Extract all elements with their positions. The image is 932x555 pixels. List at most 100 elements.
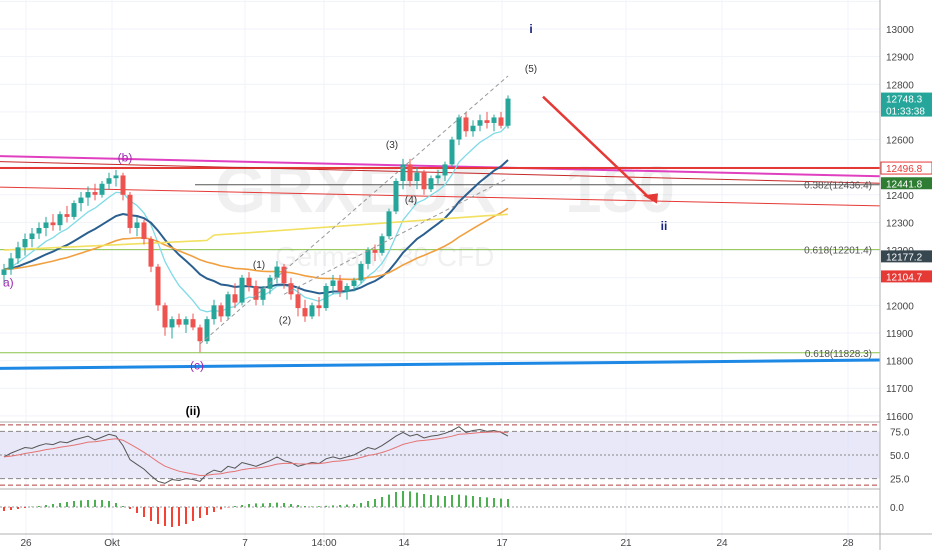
time-tick-label: 21 xyxy=(620,538,632,549)
wave-label: i xyxy=(529,22,532,36)
candle-body xyxy=(359,264,364,281)
time-tick-label: Okt xyxy=(104,538,120,549)
candle-body xyxy=(492,117,497,123)
candle-body xyxy=(506,99,511,126)
candle-body xyxy=(51,222,56,225)
candle xyxy=(72,200,77,219)
osc-bar xyxy=(255,503,257,507)
osc-bar xyxy=(367,501,369,507)
candle-body xyxy=(177,319,182,325)
osc-bar xyxy=(262,503,264,507)
candle-body xyxy=(65,214,70,217)
fib-level-label: 0.618(12201.4) xyxy=(804,246,872,257)
candle-body xyxy=(317,305,322,308)
osc-bar xyxy=(248,504,250,507)
price-badge-value: 12496.8 xyxy=(886,164,923,175)
price-badge-countdown: 01:33:38 xyxy=(886,107,925,118)
candle-body xyxy=(499,117,504,125)
watermark-name: Germany 30 CFD xyxy=(275,241,494,272)
candle-body xyxy=(2,269,7,275)
wave-label: (1) xyxy=(253,260,265,271)
osc-bar xyxy=(10,507,12,510)
fib-level-label: 0.618(11828.3) xyxy=(805,349,872,360)
osc-bar xyxy=(143,507,145,517)
candle-body xyxy=(254,286,259,300)
rsi-tick-label: 75.0 xyxy=(890,427,910,438)
candle-body xyxy=(142,222,147,239)
price-tick-label: 12300 xyxy=(886,218,914,229)
candle-body xyxy=(429,178,434,189)
price-tick-label: 11600 xyxy=(886,412,914,423)
candle-body xyxy=(93,192,98,195)
osc-bar xyxy=(150,507,152,521)
candle-body xyxy=(121,175,126,194)
osc-bar xyxy=(234,506,236,507)
candle-body xyxy=(450,140,455,165)
fib-level-label: 0.382(12436.4) xyxy=(804,181,872,192)
osc-bar xyxy=(437,495,439,507)
wave-label: (b) xyxy=(118,151,133,165)
price-badge-value: 12104.7 xyxy=(886,272,923,283)
osc-bar xyxy=(157,507,159,524)
rsi-pane xyxy=(0,422,932,485)
candle xyxy=(324,283,329,311)
time-tick-label: 28 xyxy=(842,538,854,549)
candle-body xyxy=(464,117,469,131)
watermark-interval: 180 xyxy=(565,152,675,226)
osc-bar xyxy=(73,501,75,507)
candle-body xyxy=(30,233,35,239)
price-badge: 12441.8 xyxy=(881,177,932,190)
price-badge: 12104.7 xyxy=(881,270,932,283)
wave-label: (5) xyxy=(525,64,537,75)
osc-bar xyxy=(416,493,418,507)
candle-body xyxy=(331,280,336,286)
candle-body xyxy=(240,278,245,303)
wave-label: (c) xyxy=(190,358,204,372)
candle-body xyxy=(289,283,294,294)
osc-bar xyxy=(122,506,124,507)
osc-bar xyxy=(381,497,383,507)
candle-body xyxy=(114,175,119,178)
osc-bar xyxy=(115,503,117,507)
candle-body xyxy=(149,239,154,267)
candle-body xyxy=(394,181,399,211)
osc-bar xyxy=(80,500,82,507)
candle-body xyxy=(58,214,63,225)
candle-body xyxy=(324,286,329,308)
candle xyxy=(128,192,133,233)
candle-body xyxy=(478,120,483,126)
price-tick-label: 12000 xyxy=(886,301,914,312)
osc-bar xyxy=(101,500,103,507)
osc-bar xyxy=(458,495,460,507)
candle-body xyxy=(408,164,413,181)
osc-bar xyxy=(178,507,180,526)
osc-bar xyxy=(66,502,68,507)
osc-bar xyxy=(38,506,40,507)
candle-body xyxy=(72,203,77,217)
time-tick-label: 17 xyxy=(496,538,508,549)
rsi-tick-label: 25.0 xyxy=(890,475,910,486)
candle xyxy=(359,261,364,283)
osc-bar xyxy=(290,504,292,507)
price-badge-value: 12748.3 xyxy=(886,95,923,106)
osc-bar xyxy=(360,503,362,507)
osc-bar xyxy=(353,504,355,507)
price-tick-label: 11900 xyxy=(886,329,914,340)
osc-bar xyxy=(164,507,166,526)
osc-bar xyxy=(486,497,488,507)
osc-bar xyxy=(472,496,474,507)
osc-bar xyxy=(374,499,376,507)
candle-body xyxy=(457,117,462,139)
price-tick-label: 11800 xyxy=(886,357,914,368)
osc-bar xyxy=(129,507,131,509)
wave-label: a) xyxy=(3,276,14,290)
osc-bar xyxy=(24,507,26,508)
candle-body xyxy=(338,280,343,291)
osc-bar xyxy=(17,507,19,509)
candle xyxy=(506,95,511,128)
candle xyxy=(226,292,231,320)
osc-bar xyxy=(199,507,201,518)
candle-body xyxy=(296,294,301,308)
